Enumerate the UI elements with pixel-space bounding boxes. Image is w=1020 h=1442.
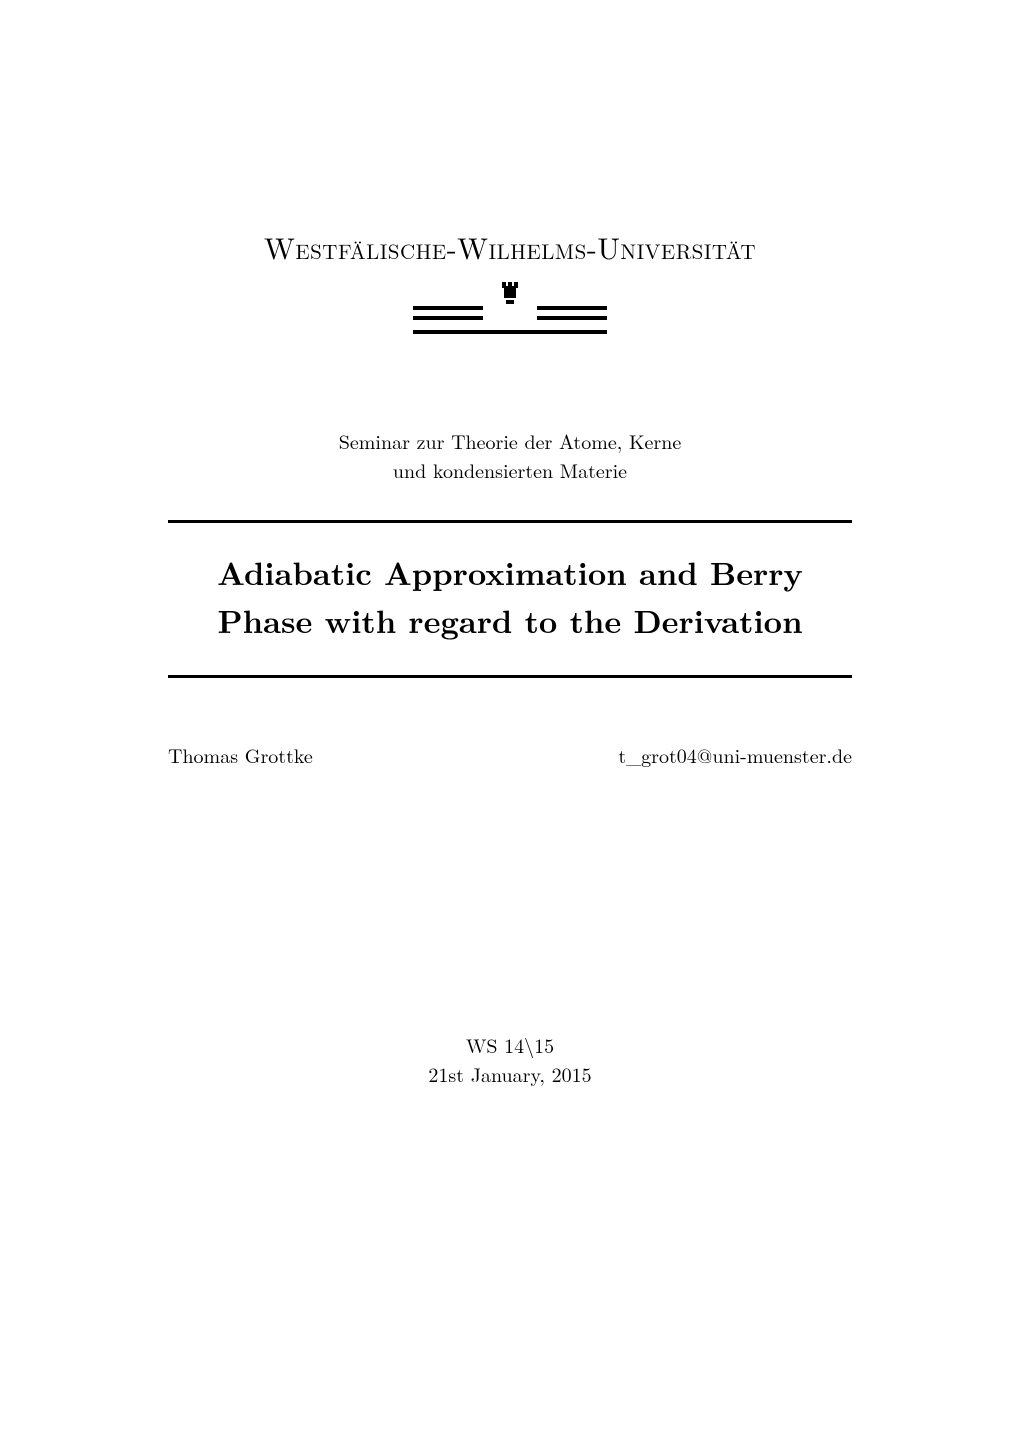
title-rule-bottom	[168, 675, 852, 678]
title-block: Adiabatic Approximation and Berry Phase …	[168, 520, 852, 678]
document-title: Adiabatic Approximation and Berry Phase …	[168, 523, 852, 675]
title-page: Westfälische-Wilhelms-Universität	[0, 0, 1020, 1442]
wwu-logo-svg	[410, 282, 610, 346]
castle-icon	[502, 282, 518, 304]
title-line-2: Phase with regard to the Derivation	[178, 597, 842, 645]
date-label: 21st January, 2015	[0, 1059, 1020, 1088]
seminar-line-1: Seminar zur Theorie der Atome, Kerne	[0, 426, 1020, 455]
semester-label: WS 14\15	[0, 1030, 1020, 1059]
author-row: Thomas Grottke t_grot04@uni-muenster.de	[168, 740, 852, 769]
seminar-line-2: und kondensierten Materie	[0, 455, 1020, 484]
seminar-block: Seminar zur Theorie der Atome, Kerne und…	[0, 426, 1020, 484]
title-line-1: Adiabatic Approximation and Berry	[178, 549, 842, 597]
author-email: t_grot04@uni-muenster.de	[618, 740, 852, 769]
university-name: Westfälische-Wilhelms-Universität	[0, 225, 1020, 268]
author-name: Thomas Grottke	[168, 740, 313, 769]
date-block: WS 14\15 21st January, 2015	[0, 1030, 1020, 1088]
university-block: Westfälische-Wilhelms-Universität	[0, 225, 1020, 346]
university-logo	[410, 282, 610, 346]
